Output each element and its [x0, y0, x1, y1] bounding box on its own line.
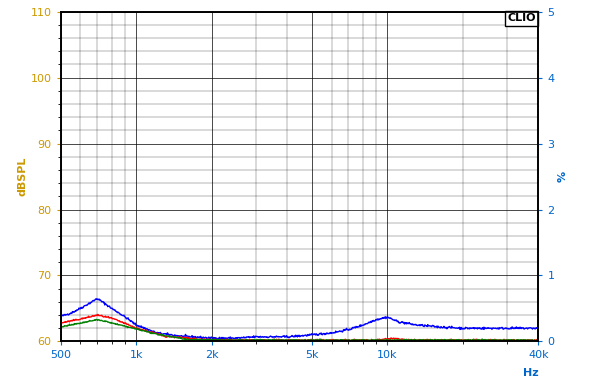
Y-axis label: dBSPL: dBSPL	[18, 157, 28, 196]
Text: Hz: Hz	[523, 368, 538, 378]
Y-axis label: %: %	[557, 171, 567, 182]
Text: CLIO: CLIO	[508, 13, 536, 23]
